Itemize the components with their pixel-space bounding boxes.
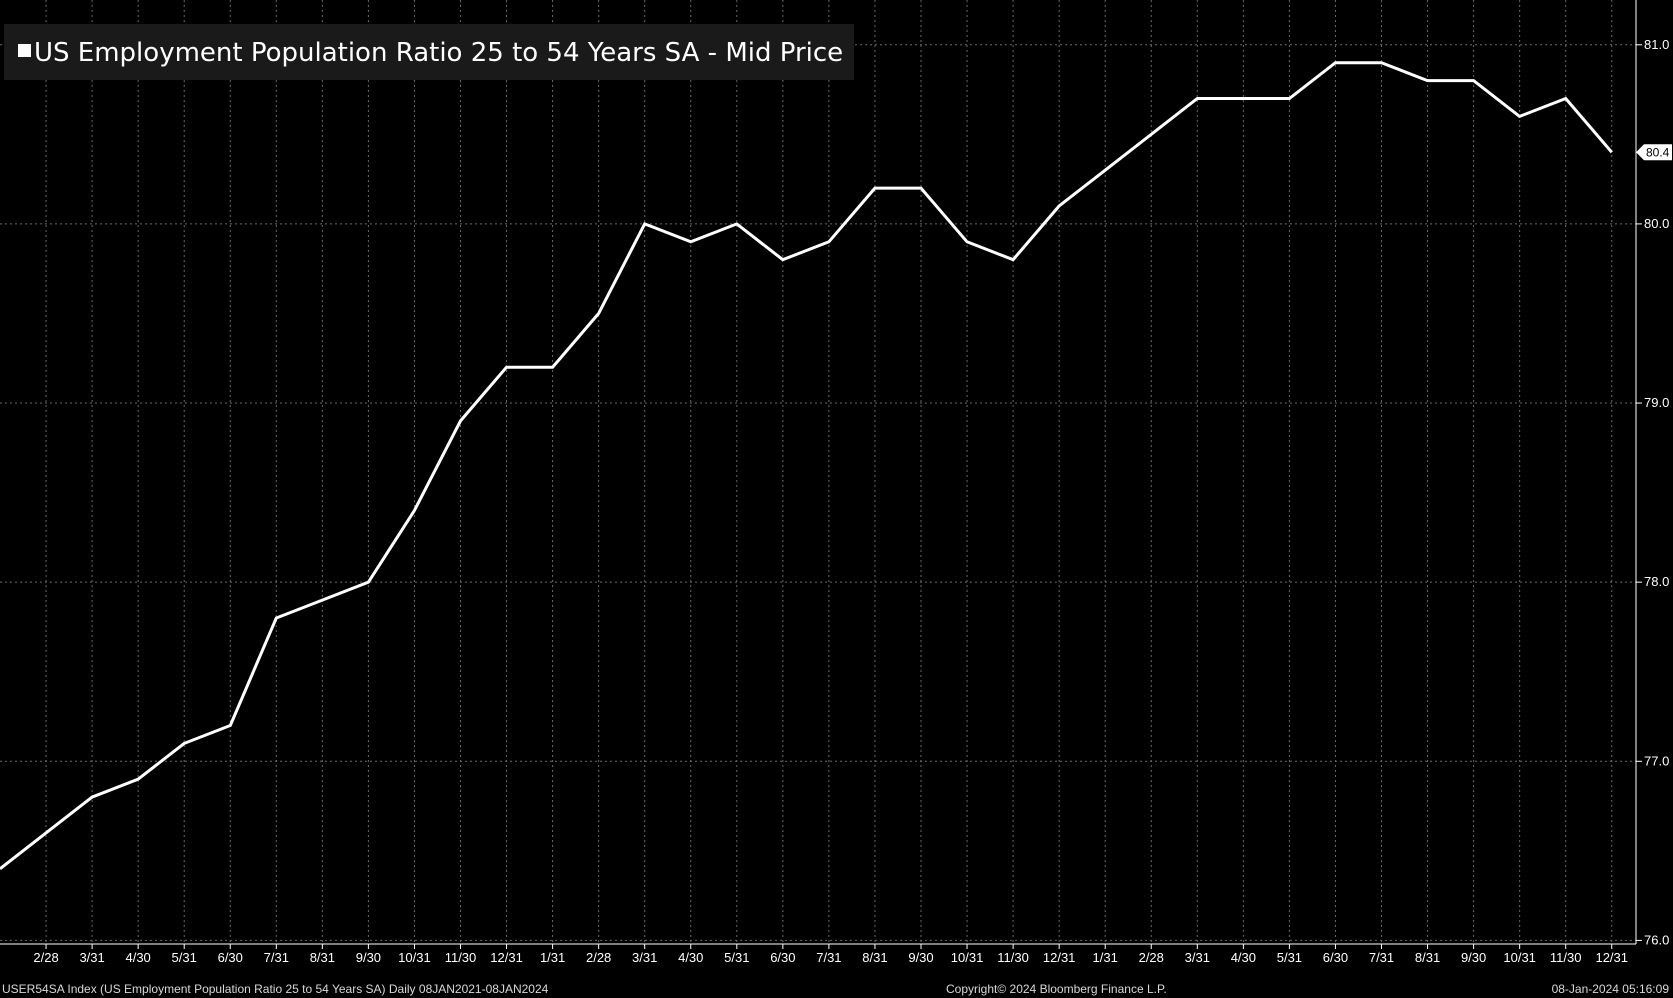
- data-point[interactable]: [963, 238, 971, 246]
- data-point[interactable]: [42, 829, 50, 837]
- x-tick-label: 12/31: [490, 950, 523, 965]
- x-tick-label: 12/31: [1043, 950, 1076, 965]
- tick-labels: 2/28 3/31 4/30 5/31 6/30 7/31 8/31 9/30 10/31 11/…: [33, 37, 1672, 965]
- x-tick-label: 11/30: [1550, 950, 1582, 965]
- x-tick-label: 3/31: [632, 950, 657, 965]
- x-tick-label: 7/31: [816, 950, 841, 965]
- data-point[interactable]: [503, 363, 511, 371]
- footer-timestamp-text: 08-Jan-2024 05:16:09: [1552, 982, 1670, 996]
- data-point[interactable]: [1193, 95, 1201, 103]
- last-value-label: 80.4: [1646, 145, 1670, 159]
- x-tick-label: 2/28: [33, 950, 58, 965]
- x-tick-label: 2/28: [1139, 950, 1164, 965]
- data-point[interactable]: [1424, 77, 1432, 85]
- x-tick-label: 4/30: [1231, 950, 1256, 965]
- x-tick-label: 11/30: [445, 950, 477, 965]
- x-tick-label: 4/30: [125, 950, 150, 965]
- series-layer: [0, 59, 1616, 870]
- legend-background: [4, 24, 854, 80]
- x-tick-label: 7/31: [1369, 950, 1394, 965]
- x-tick-label: 9/30: [356, 950, 381, 965]
- data-point[interactable]: [1101, 166, 1109, 174]
- x-tick-label: 5/31: [1277, 950, 1302, 965]
- data-point[interactable]: [1516, 112, 1524, 120]
- data-point[interactable]: [825, 238, 833, 246]
- y-tick-label: 78.0: [1644, 574, 1669, 589]
- x-tick-label: 8/31: [310, 950, 335, 965]
- x-tick-label: 10/31: [951, 950, 984, 965]
- x-tick-label: 4/30: [678, 950, 703, 965]
- data-point[interactable]: [318, 596, 326, 604]
- x-tick-label: 5/31: [724, 950, 749, 965]
- x-tick-label: 6/30: [770, 950, 795, 965]
- y-tick-label: 76.0: [1644, 932, 1669, 947]
- data-point[interactable]: [180, 739, 188, 747]
- x-tick-label: 3/31: [79, 950, 104, 965]
- data-point[interactable]: [1331, 59, 1339, 67]
- legend[interactable]: US Employment Population Ratio 25 to 54 …: [4, 24, 854, 80]
- data-point[interactable]: [134, 775, 142, 783]
- x-tick-label: 6/30: [1323, 950, 1348, 965]
- data-point[interactable]: [595, 309, 603, 317]
- data-point[interactable]: [733, 220, 741, 228]
- data-point[interactable]: [364, 578, 372, 586]
- data-point[interactable]: [1285, 95, 1293, 103]
- x-tick-label: 3/31: [1185, 950, 1210, 965]
- y-tick-label: 81.0: [1644, 37, 1669, 52]
- x-tick-label: 10/31: [398, 950, 431, 965]
- data-point[interactable]: [1608, 148, 1616, 156]
- data-point[interactable]: [410, 507, 418, 515]
- white-square-marker-icon: [18, 44, 31, 57]
- data-point[interactable]: [549, 363, 557, 371]
- data-point[interactable]: [272, 614, 280, 622]
- footer-left-text: USER54SA Index (US Employment Population…: [2, 982, 549, 996]
- x-tick-label: 8/31: [1415, 950, 1440, 965]
- data-point[interactable]: [1470, 77, 1478, 85]
- data-point[interactable]: [779, 256, 787, 264]
- x-tick-label: 1/31: [540, 950, 565, 965]
- x-tick-label: 2/28: [586, 950, 611, 965]
- axes: [0, 0, 1642, 949]
- series-line: [0, 61, 1613, 870]
- legend-label: US Employment Population Ratio 25 to 54 …: [34, 38, 843, 68]
- footer: USER54SA Index (US Employment Population…: [2, 982, 1669, 996]
- data-point[interactable]: [687, 238, 695, 246]
- data-point[interactable]: [1562, 95, 1570, 103]
- x-tick-label: 11/30: [997, 950, 1029, 965]
- data-point[interactable]: [457, 417, 465, 425]
- data-point[interactable]: [226, 721, 234, 729]
- x-tick-label: 7/31: [264, 950, 289, 965]
- last-value-tag: 80.4: [1636, 144, 1672, 161]
- data-point[interactable]: [917, 184, 925, 192]
- data-point[interactable]: [1055, 202, 1063, 210]
- x-tick-label: 1/31: [1093, 950, 1118, 965]
- data-point[interactable]: [641, 220, 649, 228]
- footer-copyright-text: Copyright© 2024 Bloomberg Finance L.P.: [946, 982, 1167, 996]
- data-point[interactable]: [88, 793, 96, 801]
- x-tick-label: 5/31: [172, 950, 197, 965]
- data-point[interactable]: [1009, 256, 1017, 264]
- data-point[interactable]: [1239, 95, 1247, 103]
- x-tick-label: 8/31: [862, 950, 887, 965]
- grid-lines: [0, 0, 1636, 944]
- x-tick-label: 9/30: [908, 950, 933, 965]
- data-point[interactable]: [1147, 130, 1155, 138]
- y-tick-label: 79.0: [1644, 395, 1669, 410]
- last-value-tag-shape: [1636, 144, 1672, 161]
- x-tick-label: 9/30: [1461, 950, 1486, 965]
- y-tick-label: 80.0: [1644, 216, 1669, 231]
- x-tick-label: 10/31: [1503, 950, 1536, 965]
- y-tick-label: 77.0: [1644, 753, 1669, 768]
- x-tick-label: 6/30: [218, 950, 243, 965]
- data-point[interactable]: [1378, 59, 1386, 67]
- data-point[interactable]: [871, 184, 879, 192]
- x-tick-label: 12/31: [1595, 950, 1628, 965]
